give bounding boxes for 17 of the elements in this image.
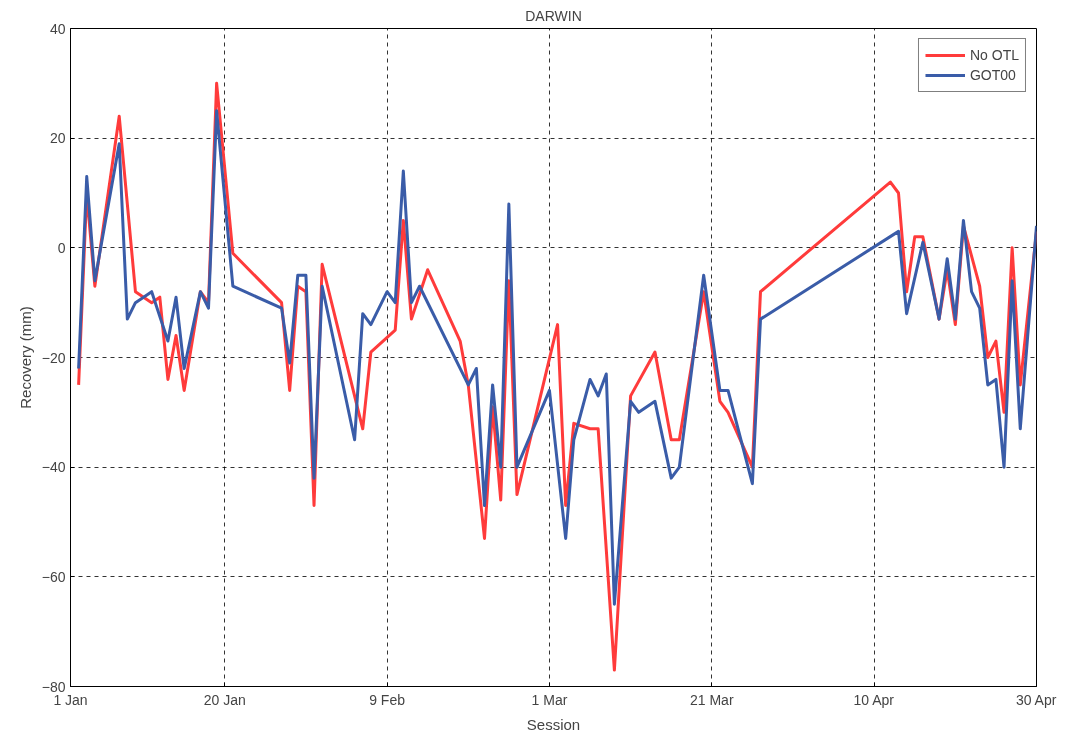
chart-title: DARWIN xyxy=(525,7,582,24)
y-tick-label: −60 xyxy=(41,568,66,585)
x-tick-label: 1 Mar xyxy=(531,691,568,708)
y-tick-label: 20 xyxy=(49,130,66,147)
x-tick-label: 10 Apr xyxy=(853,691,895,708)
y-tick-label: −40 xyxy=(41,459,66,476)
x-tick-label: 20 Jan xyxy=(203,691,246,708)
y-tick-label: 0 xyxy=(57,239,66,256)
y-axis-title: Recovery (mm) xyxy=(16,306,34,409)
legend-label: GOT00 xyxy=(969,67,1016,83)
y-tick-label: 40 xyxy=(49,20,66,37)
x-tick-label: 30 Apr xyxy=(1015,691,1057,708)
x-tick-label: 9 Feb xyxy=(369,691,406,708)
x-tick-label: 21 Mar xyxy=(690,691,734,708)
x-axis-title: Session xyxy=(526,715,581,733)
legend-label: No OTL xyxy=(969,47,1019,63)
y-tick-label: −20 xyxy=(41,349,66,366)
